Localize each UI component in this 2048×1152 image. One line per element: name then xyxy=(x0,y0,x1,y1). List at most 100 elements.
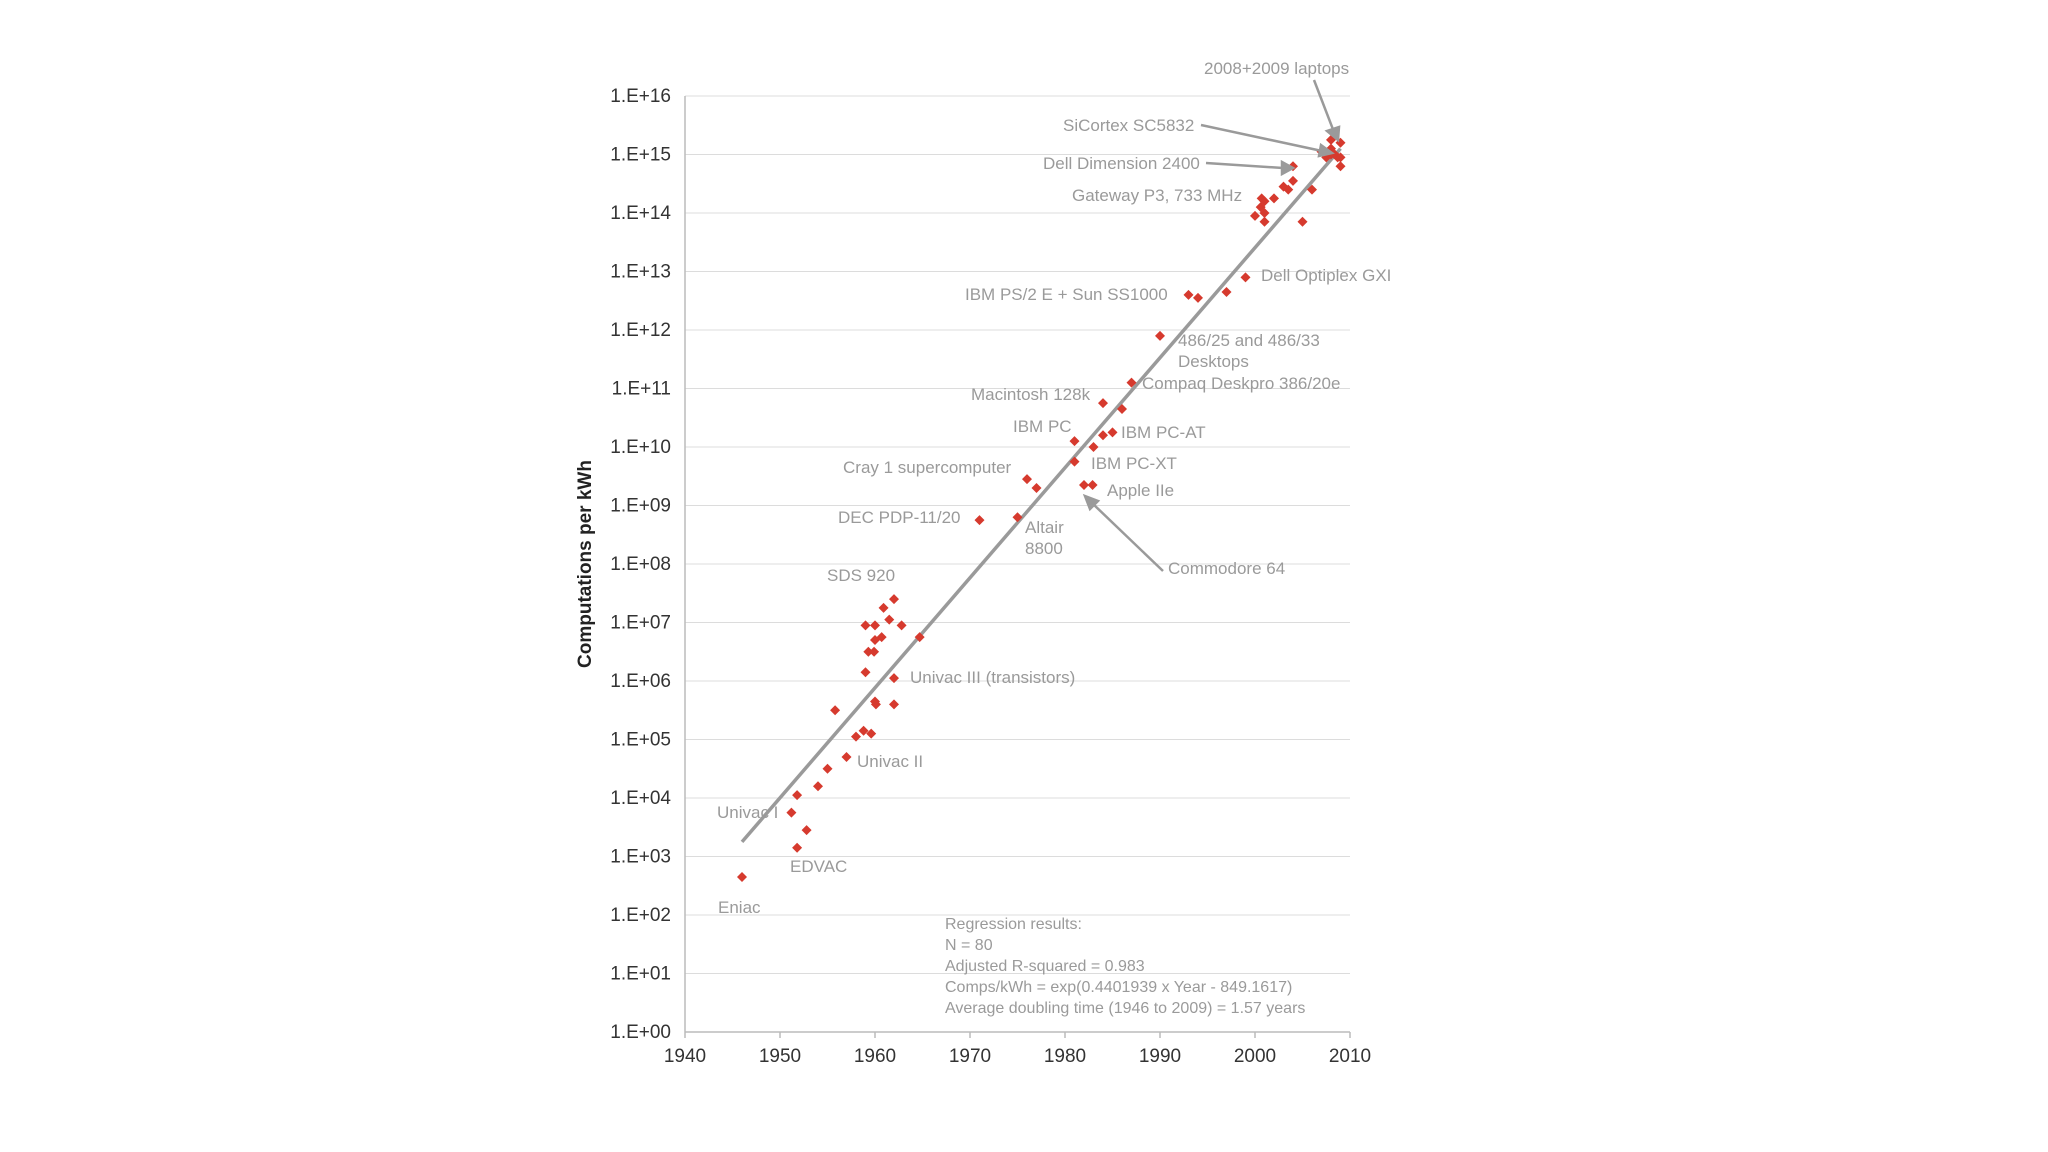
data-points xyxy=(737,134,1346,882)
label-eniac: Eniac xyxy=(718,898,761,917)
regression-line-1: Regression results: xyxy=(945,916,1082,933)
arrowhead-sicortex xyxy=(1317,142,1335,158)
data-point xyxy=(801,825,812,836)
label-univac-iii: Univac III (transistors) xyxy=(910,668,1075,687)
y-tick-label: 1.E+02 xyxy=(610,905,671,926)
data-point xyxy=(1183,289,1194,300)
data-point xyxy=(1259,208,1270,218)
data-point xyxy=(1069,436,1080,447)
x-tick-label: 1950 xyxy=(759,1046,801,1067)
label-ibm-ps2: IBM PS/2 E + Sun SS1000 xyxy=(965,285,1168,304)
label-486-desktops: 486/25 and 486/33 Desktops xyxy=(1178,331,1325,371)
data-point xyxy=(1250,210,1260,221)
data-point xyxy=(1117,403,1127,414)
data-point xyxy=(870,620,880,631)
data-point xyxy=(889,594,899,605)
data-point xyxy=(1079,480,1089,491)
data-point xyxy=(841,752,852,763)
label-univac-ii: Univac II xyxy=(857,752,923,771)
x-tick-label: 1990 xyxy=(1139,1046,1181,1067)
y-tick-label: 1.E+07 xyxy=(610,613,671,634)
data-point xyxy=(813,781,823,792)
label-apple-iie: Apple IIe xyxy=(1107,481,1174,500)
arrowhead-commodore-64 xyxy=(1082,493,1101,512)
label-dec-pdp: DEC PDP-11/20 xyxy=(838,508,961,527)
data-point xyxy=(1087,480,1098,491)
data-point xyxy=(1098,430,1108,441)
label-gateway-p3: Gateway P3, 733 MHz xyxy=(1072,186,1242,205)
data-point xyxy=(914,632,925,643)
y-tick-label: 1.E+15 xyxy=(610,145,671,166)
regression-line-4: Comps/kWh = exp(0.4401939 x Year - 849.1… xyxy=(945,979,1292,996)
y-tick-label: 1.E+14 xyxy=(610,203,671,224)
data-point xyxy=(866,728,877,739)
data-point xyxy=(1259,216,1270,227)
label-ibm-pc-at: IBM PC-AT xyxy=(1121,423,1206,442)
y-tick-label: 1.E+09 xyxy=(610,496,671,517)
data-point xyxy=(869,646,880,657)
annotation-labels: Eniac EDVAC Univac I Univac II Univac II… xyxy=(717,59,1391,917)
data-point xyxy=(792,790,803,801)
data-point xyxy=(737,871,747,882)
data-point xyxy=(1126,377,1137,388)
data-point xyxy=(878,602,889,613)
data-point xyxy=(1107,427,1118,438)
y-tick-label: 1.E+10 xyxy=(610,437,671,458)
label-sds-920: SDS 920 xyxy=(827,566,895,585)
label-commodore-64: Commodore 64 xyxy=(1168,559,1285,578)
data-point xyxy=(830,705,841,716)
label-altair: Altair 8800 xyxy=(1025,518,1068,558)
data-point xyxy=(870,699,881,710)
data-point xyxy=(1297,216,1308,227)
label-486-line1: 486/25 and 486/33 xyxy=(1178,331,1320,350)
data-point xyxy=(1155,330,1165,341)
data-point xyxy=(889,673,899,684)
annotation-arrows xyxy=(1082,79,1341,572)
data-point xyxy=(1288,175,1298,186)
y-tick-label: 1.E+06 xyxy=(610,671,671,692)
label-2008-2009-laptops: 2008+2009 laptops xyxy=(1204,59,1349,78)
data-point xyxy=(1269,193,1279,204)
label-ibm-pc: IBM PC xyxy=(1013,417,1072,436)
y-tick-label: 1.E+03 xyxy=(610,847,671,868)
y-tick-label: 1.E+04 xyxy=(610,788,671,809)
label-macintosh: Macintosh 128k xyxy=(971,385,1091,404)
label-ibm-pc-xt: IBM PC-XT xyxy=(1091,454,1177,473)
data-point xyxy=(1307,184,1317,195)
arrow-sicortex xyxy=(1200,123,1323,153)
data-point xyxy=(876,632,887,643)
x-tick-label: 2000 xyxy=(1234,1046,1276,1067)
regression-line-3: Adjusted R-squared = 0.983 xyxy=(945,958,1145,975)
label-univac-i: Univac I xyxy=(717,803,778,822)
data-point xyxy=(1283,184,1294,195)
y-tick-labels: 1.E+00 1.E+01 1.E+02 1.E+03 1.E+04 1.E+05 1.E+… xyxy=(610,86,671,1043)
label-dell-dimension: Dell Dimension 2400 xyxy=(1043,154,1200,173)
x-tick-label: 2010 xyxy=(1329,1046,1371,1067)
x-tick-label: 1980 xyxy=(1044,1046,1086,1067)
data-point xyxy=(1335,152,1346,163)
data-point xyxy=(860,620,871,631)
data-point xyxy=(1335,161,1346,172)
data-point xyxy=(792,842,803,853)
data-point xyxy=(1088,442,1099,452)
data-point xyxy=(1259,196,1270,207)
y-tick-label: 1.E+00 xyxy=(610,1022,671,1043)
y-axis-label: Computations per kWh xyxy=(575,460,596,668)
label-486-line2: Desktops xyxy=(1178,352,1249,371)
arrow-commodore-64 xyxy=(1091,502,1164,572)
data-point xyxy=(1193,292,1203,303)
x-tick-label: 1940 xyxy=(664,1046,706,1067)
data-point xyxy=(851,731,861,742)
label-cray-1: Cray 1 supercomputer xyxy=(843,458,1012,477)
data-point xyxy=(1012,512,1023,523)
y-tick-label: 1.E+08 xyxy=(610,554,671,575)
data-point xyxy=(1098,398,1108,409)
data-point xyxy=(786,807,797,818)
data-point xyxy=(889,699,899,710)
y-tick-label: 1.E+01 xyxy=(610,964,671,985)
label-dell-optiplex: Dell Optiplex GXI xyxy=(1261,266,1391,285)
arrowhead-dell-dimension xyxy=(1280,159,1296,177)
data-point xyxy=(1022,474,1032,485)
arrow-2008-2009-laptops xyxy=(1312,79,1336,133)
